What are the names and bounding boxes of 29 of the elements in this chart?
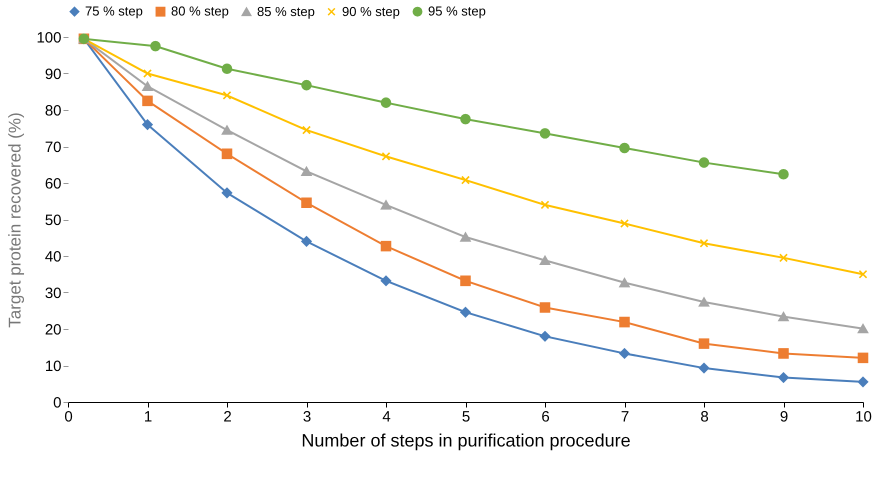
x-tick-label: 4 [382, 408, 391, 426]
y-tick-label: 50 [44, 212, 62, 229]
legend-label: 90 % step [342, 4, 400, 19]
x-axis-title: Number of steps in purification procedure [301, 430, 631, 450]
x-tick-label: 7 [620, 408, 630, 426]
y-tick-label: 0 [53, 394, 62, 412]
x-tick-label: 5 [462, 408, 470, 426]
y-tick-label: 80 [44, 102, 62, 120]
x-tick-label: 0 [64, 408, 73, 426]
y-tick-label: 40 [44, 248, 62, 266]
x-tick-label: 8 [700, 408, 709, 426]
legend-label: 75 % step [85, 4, 143, 19]
legend-label: 95 % step [428, 4, 486, 19]
x-tick-label: 1 [144, 408, 152, 426]
legend-label: 85 % step [257, 4, 315, 19]
x-tick-label: 9 [780, 408, 788, 426]
x-tick-label: 3 [302, 408, 312, 426]
x-tick-label: 10 [855, 408, 872, 426]
y-tick-label: 20 [44, 322, 62, 338]
y-tick-label: 10 [44, 358, 62, 375]
y-tick-label: 90 [44, 66, 62, 83]
y-tick-label: 60 [44, 176, 62, 192]
x-tick-label: 2 [223, 408, 232, 426]
y-tick-label: 70 [44, 139, 62, 156]
legend-label: 80 % step [171, 4, 229, 19]
x-tick-label: 6 [541, 408, 550, 426]
y-tick-label: 100 [36, 30, 62, 46]
y-axis-title: Target protein recovered (%) [5, 112, 24, 328]
y-tick-label: 30 [44, 285, 62, 302]
